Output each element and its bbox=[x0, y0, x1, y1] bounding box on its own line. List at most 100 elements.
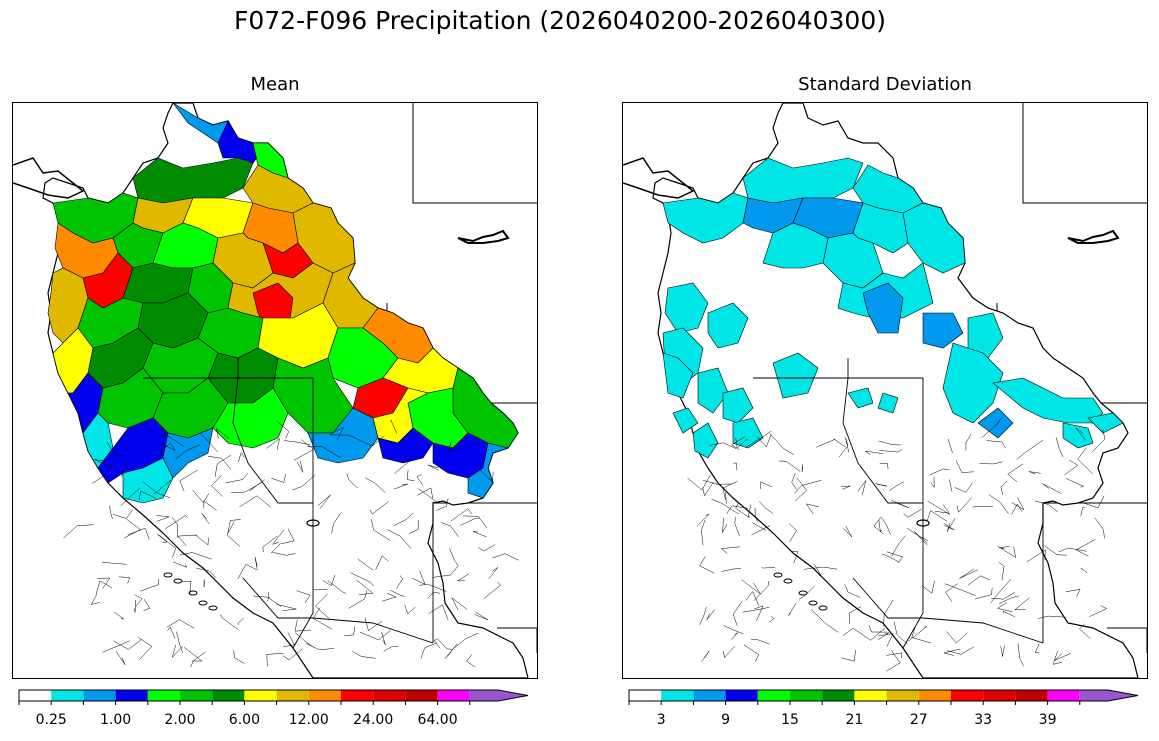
colorbar-swatch bbox=[983, 690, 1016, 701]
river-basin-region bbox=[467, 442, 510, 499]
basin-boundaries bbox=[63, 419, 519, 668]
island bbox=[208, 605, 218, 611]
colorbar-extend-arrow bbox=[1079, 690, 1138, 701]
colorbar-swatch bbox=[886, 690, 919, 701]
island bbox=[188, 590, 198, 596]
stddev-map bbox=[622, 102, 1148, 679]
island bbox=[798, 590, 808, 596]
river-basin-region bbox=[672, 407, 699, 434]
colorbar-tick-label: 27 bbox=[909, 712, 928, 728]
colorbar-swatch bbox=[308, 690, 341, 701]
river-basin-region bbox=[1087, 412, 1124, 434]
colorbar-tick-label: 39 bbox=[1038, 712, 1057, 728]
colorbar-swatch bbox=[790, 690, 823, 701]
river-basin-region bbox=[664, 282, 709, 334]
mexico-border bbox=[497, 627, 537, 653]
river-basin-region bbox=[977, 407, 1014, 439]
colorbar-tick-label: 15 bbox=[781, 712, 799, 728]
river-basin-region bbox=[772, 352, 819, 399]
mean-map-canvas bbox=[13, 103, 537, 678]
colorbar-swatch bbox=[19, 690, 52, 701]
island bbox=[173, 578, 183, 584]
colorbar-extend-arrow bbox=[469, 690, 528, 701]
state-border bbox=[242, 577, 434, 644]
lake-outline bbox=[1067, 229, 1120, 244]
colorbar-tick-label: 64.00 bbox=[417, 712, 458, 728]
colorbar-tick-label: 12.00 bbox=[288, 712, 329, 728]
river-basin-region bbox=[697, 367, 729, 414]
colorbar-swatch bbox=[276, 690, 309, 701]
mean-map bbox=[12, 102, 538, 679]
colorbar-tick-label: 2.00 bbox=[164, 712, 196, 728]
colorbar-swatch bbox=[180, 690, 213, 701]
island bbox=[773, 572, 783, 578]
river-basin-region bbox=[212, 387, 289, 449]
colorbar-swatch bbox=[629, 690, 662, 701]
colorbar-swatch bbox=[822, 690, 855, 701]
colorbar-swatch bbox=[83, 690, 116, 701]
basin-boundaries bbox=[687, 416, 1108, 672]
state-border bbox=[292, 503, 314, 649]
colorbar-tick-label: 6.00 bbox=[228, 712, 260, 728]
figure-title: F072-F096 Precipitation (2026040200-2026… bbox=[233, 6, 886, 35]
colorbar-swatch bbox=[212, 690, 245, 701]
colorbar-swatch bbox=[693, 690, 726, 701]
river-basin-region bbox=[942, 342, 1004, 424]
island bbox=[783, 578, 793, 584]
colorbar-swatch bbox=[115, 690, 148, 701]
stddev-map-canvas bbox=[623, 103, 1147, 678]
colorbar-swatch bbox=[147, 690, 180, 701]
river-basin-region bbox=[377, 427, 434, 464]
colorbar-swatch bbox=[757, 690, 790, 701]
river-basin-region bbox=[992, 377, 1104, 424]
colorbar-swatch bbox=[373, 690, 406, 701]
river-basin-region bbox=[662, 352, 694, 399]
colorbar-tick-label: 9 bbox=[721, 712, 731, 728]
river-basin-region bbox=[722, 387, 754, 424]
colorbar-swatch bbox=[1015, 690, 1048, 701]
island bbox=[163, 572, 173, 578]
state-border bbox=[852, 577, 1044, 644]
island bbox=[808, 600, 818, 606]
island bbox=[198, 600, 208, 606]
panel-title-mean: Mean bbox=[250, 74, 300, 95]
river-basin-region bbox=[762, 222, 829, 269]
colorbar-swatch bbox=[725, 690, 758, 701]
island bbox=[818, 605, 828, 611]
colorbar-tick-label: 33 bbox=[974, 712, 993, 728]
river-basin-region bbox=[1062, 422, 1094, 449]
lake-outline bbox=[306, 519, 320, 527]
strait-coastline bbox=[13, 157, 85, 199]
river-basin-region bbox=[847, 387, 874, 409]
lake-outline bbox=[916, 519, 930, 527]
canada-border bbox=[412, 103, 537, 204]
mean-colorbar bbox=[18, 689, 529, 705]
colorbar-outline bbox=[628, 689, 1139, 702]
strait-coastline bbox=[623, 157, 695, 199]
colorbar-swatch bbox=[405, 690, 438, 701]
colorbar-swatch bbox=[51, 690, 84, 701]
colorbar-tick-label: 3 bbox=[656, 712, 666, 728]
colorbar-swatch bbox=[918, 690, 951, 701]
river-basin-region bbox=[692, 422, 719, 459]
mexico-border bbox=[1107, 627, 1147, 653]
river-basin-region bbox=[862, 282, 904, 334]
colorbar-swatch bbox=[244, 690, 277, 701]
colorbar-tick-label: 1.00 bbox=[100, 712, 132, 728]
colorbar-swatch bbox=[661, 690, 694, 701]
colorbar-tick-label: 21 bbox=[845, 712, 864, 728]
river-basin-region bbox=[967, 312, 1004, 359]
colorbar-swatch bbox=[854, 690, 887, 701]
colorbar-tick-label: 24.00 bbox=[353, 712, 394, 728]
colorbar-swatch bbox=[341, 690, 374, 701]
canada-border bbox=[1022, 103, 1147, 204]
panel-title-stddev: Standard Deviation bbox=[798, 74, 972, 95]
river-basin-region bbox=[922, 312, 964, 349]
colorbar-swatch bbox=[1047, 690, 1080, 701]
colorbar-swatch bbox=[951, 690, 984, 701]
stddev-colorbar bbox=[628, 689, 1139, 705]
colorbar-outline bbox=[18, 689, 529, 702]
river-basin-region bbox=[707, 302, 749, 349]
colorbar-swatch bbox=[437, 690, 470, 701]
river-basin-region bbox=[732, 417, 764, 449]
